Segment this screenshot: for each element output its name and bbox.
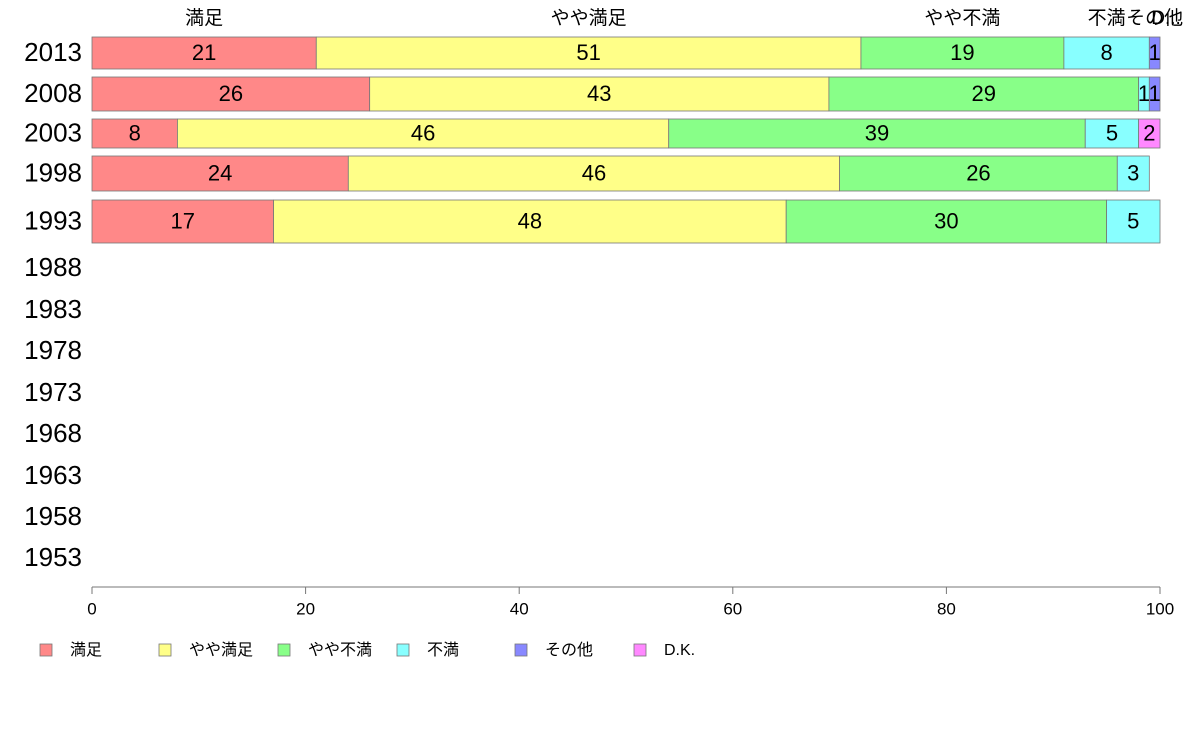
bar-value-label-1998-2: 26 bbox=[966, 160, 990, 185]
year-label-1988: 1988 bbox=[24, 252, 82, 282]
legend-swatch-3 bbox=[396, 643, 410, 657]
x-tick-label-0: 0 bbox=[87, 599, 96, 618]
year-label-1993: 1993 bbox=[24, 205, 82, 235]
year-label-1998: 1998 bbox=[24, 157, 82, 187]
bar-value-label-2003-5: 2 bbox=[1143, 120, 1155, 145]
bar-segment-2008-0 bbox=[91, 76, 371, 112]
series-top-label-3: 不満 bbox=[1088, 7, 1126, 29]
bar-value-label-2008-1: 43 bbox=[587, 81, 611, 106]
bar-segment-1998-0 bbox=[91, 155, 349, 192]
bar-segment-1993-1 bbox=[273, 199, 787, 244]
bar-segment-1998-1 bbox=[347, 155, 841, 192]
series-top-label-0: 満足 bbox=[185, 7, 223, 29]
legend-label-3: 不満 bbox=[427, 641, 459, 659]
legend-label-5: D.K. bbox=[664, 642, 695, 659]
x-tick-label-20: 20 bbox=[296, 599, 315, 618]
bar-segment-1993-2 bbox=[785, 199, 1108, 244]
bar-value-label-2008-3: 1 bbox=[1138, 81, 1150, 106]
bar-value-label-2013-0: 21 bbox=[192, 40, 216, 65]
year-label-2013: 2013 bbox=[24, 37, 82, 67]
bar-value-label-1993-0: 17 bbox=[171, 208, 195, 233]
bar-value-label-2008-0: 26 bbox=[219, 81, 243, 106]
x-tick-label-40: 40 bbox=[510, 599, 529, 618]
series-top-label-2: やや不満 bbox=[924, 7, 1000, 29]
year-label-1978: 1978 bbox=[24, 335, 82, 365]
bar-segment-1993-3 bbox=[1106, 199, 1161, 244]
bar-value-label-2003-2: 39 bbox=[865, 120, 889, 145]
legend-label-2: やや不満 bbox=[308, 641, 372, 659]
legend-swatch-4 bbox=[514, 643, 528, 657]
bar-segment-2008-1 bbox=[369, 76, 830, 112]
bar-value-label-1998-0: 24 bbox=[208, 160, 232, 185]
x-tick-label-80: 80 bbox=[937, 599, 956, 618]
bar-value-label-2013-2: 19 bbox=[950, 40, 974, 65]
bar-value-label-2003-3: 5 bbox=[1106, 120, 1118, 145]
legend-swatch-1 bbox=[158, 643, 172, 657]
year-label-1963: 1963 bbox=[24, 460, 82, 490]
bar-value-label-1993-2: 30 bbox=[934, 208, 958, 233]
bar-value-label-2008-4: 1 bbox=[1149, 81, 1161, 106]
bar-value-label-1993-3: 5 bbox=[1127, 208, 1139, 233]
bar-value-label-2003-1: 46 bbox=[411, 120, 435, 145]
bar-segment-2013-2 bbox=[860, 36, 1065, 70]
bar-value-label-2013-3: 8 bbox=[1100, 40, 1112, 65]
series-top-label-1: やや満足 bbox=[551, 7, 627, 29]
bar-value-label-2013-4: 1 bbox=[1149, 40, 1161, 65]
year-label-1958: 1958 bbox=[24, 501, 82, 531]
bar-segment-1993-0 bbox=[91, 199, 274, 244]
bar-value-label-1998-3: 3 bbox=[1127, 160, 1139, 185]
bar-segment-2003-3 bbox=[1084, 118, 1140, 149]
legend-label-4: その他 bbox=[545, 641, 593, 659]
legend-label-1: やや満足 bbox=[189, 641, 253, 659]
year-label-2003: 2003 bbox=[24, 117, 82, 147]
year-label-1973: 1973 bbox=[24, 377, 82, 407]
bar-segment-2003-0 bbox=[91, 118, 178, 149]
bar-value-label-1993-1: 48 bbox=[518, 208, 542, 233]
bar-segment-2003-2 bbox=[668, 118, 1086, 149]
year-label-1968: 1968 bbox=[24, 418, 82, 448]
bar-segment-2008-4 bbox=[1148, 76, 1161, 112]
bar-segment-2013-4 bbox=[1148, 36, 1161, 70]
bar-value-label-2003-0: 8 bbox=[129, 120, 141, 145]
x-tick-label-60: 60 bbox=[723, 599, 742, 618]
bar-value-label-2008-2: 29 bbox=[972, 81, 996, 106]
legend-swatch-2 bbox=[277, 643, 291, 657]
bar-segment-2013-0 bbox=[91, 36, 317, 70]
series-top-label-4: その他 bbox=[1126, 7, 1183, 29]
x-tick-label-100: 100 bbox=[1146, 599, 1174, 618]
bar-segment-1998-2 bbox=[839, 155, 1118, 192]
bar-segment-1998-3 bbox=[1116, 155, 1150, 192]
bar-segment-2013-1 bbox=[315, 36, 862, 70]
series-top-label-5: D... bbox=[1151, 8, 1181, 29]
legend-label-0: 満足 bbox=[70, 641, 102, 659]
legend-swatch-0 bbox=[39, 643, 53, 657]
year-label-2008: 2008 bbox=[24, 78, 82, 108]
bar-segment-2008-2 bbox=[828, 76, 1140, 112]
year-label-1953: 1953 bbox=[24, 542, 82, 572]
bar-segment-2003-5 bbox=[1138, 118, 1161, 149]
legend-swatch-5 bbox=[633, 643, 647, 657]
bar-value-label-1998-1: 46 bbox=[582, 160, 606, 185]
bar-value-label-2013-1: 51 bbox=[576, 40, 600, 65]
year-label-1983: 1983 bbox=[24, 294, 82, 324]
